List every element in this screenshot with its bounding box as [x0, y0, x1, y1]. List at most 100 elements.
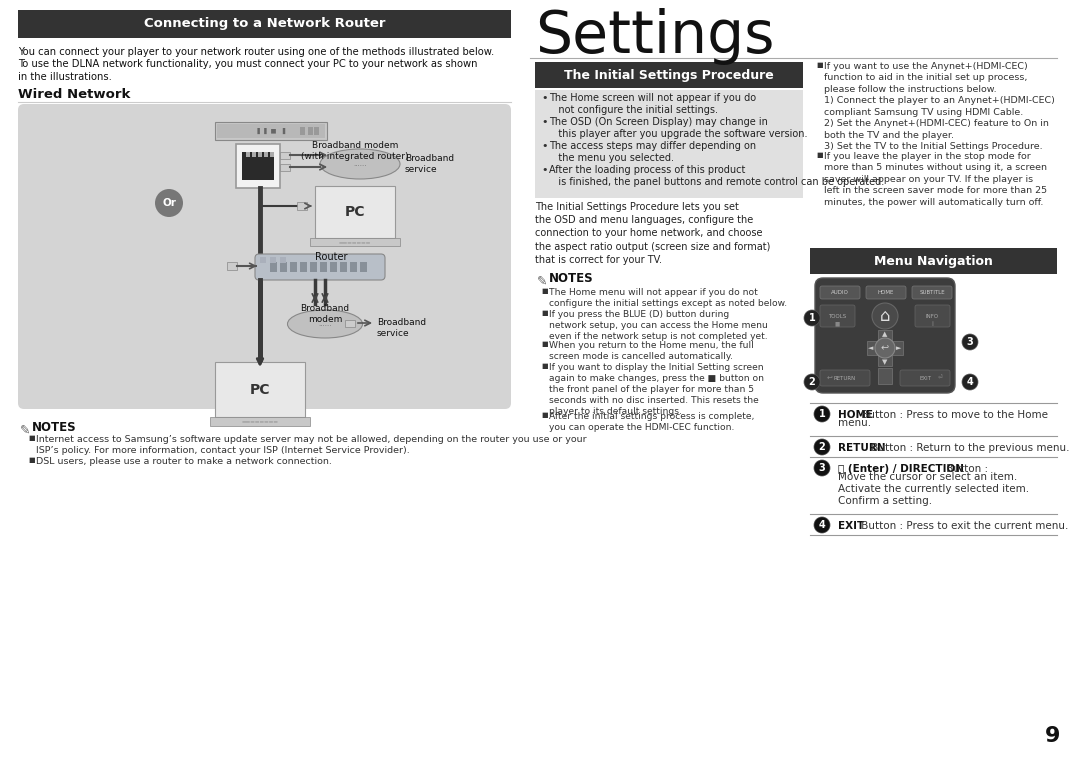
Text: If you want to use the Anynet+(HDMI-CEC)
function to aid in the initial set up p: If you want to use the Anynet+(HDMI-CEC)…: [824, 62, 1055, 151]
Text: The Home menu will not appear if you do not
configure the initial settings excep: The Home menu will not appear if you do …: [549, 288, 787, 308]
Bar: [810, 248, 1057, 274]
Text: •: •: [541, 165, 548, 175]
Text: ■: ■: [541, 363, 548, 369]
Text: NOTES: NOTES: [32, 421, 77, 434]
FancyBboxPatch shape: [820, 286, 860, 299]
Text: Button : Press to exit the current menu.: Button : Press to exit the current menu.: [858, 521, 1068, 531]
Circle shape: [814, 517, 831, 533]
Text: Broadband
service: Broadband service: [377, 318, 427, 338]
Bar: [291, 262, 297, 272]
Text: After the loading process of this product
   is finished, the panel buttons and : After the loading process of this produc…: [549, 165, 885, 187]
Text: The access steps may differ depending on
   the menu you selected.: The access steps may differ depending on…: [549, 141, 756, 163]
Bar: [340, 262, 347, 272]
Bar: [18, 10, 511, 38]
Text: ■: ■: [541, 310, 548, 316]
Bar: [300, 127, 305, 135]
Text: ■: ■: [28, 457, 35, 463]
Text: Wired Network: Wired Network: [18, 88, 131, 101]
Bar: [535, 62, 804, 88]
Text: AUDIO: AUDIO: [832, 289, 849, 295]
Bar: [330, 262, 337, 272]
Text: DSL users, please use a router to make a network connection.: DSL users, please use a router to make a…: [36, 457, 332, 466]
Text: ■: ■: [28, 435, 35, 441]
Text: RETURN: RETURN: [834, 375, 856, 380]
Text: 2: 2: [809, 377, 815, 387]
FancyBboxPatch shape: [820, 305, 855, 327]
Text: ......: ......: [353, 161, 367, 167]
Bar: [258, 152, 262, 157]
Bar: [264, 152, 268, 157]
Text: ■: ■: [835, 321, 839, 326]
Text: ↩: ↩: [881, 343, 889, 353]
Text: When you return to the Home menu, the full
screen mode is cancelled automaticall: When you return to the Home menu, the fu…: [549, 341, 754, 361]
Text: ▬▬▬▬▬▬▬▬: ▬▬▬▬▬▬▬▬: [242, 419, 279, 424]
Circle shape: [875, 338, 895, 358]
Text: The Initial Settings Procedure: The Initial Settings Procedure: [564, 68, 774, 81]
Text: Button : Return to the previous menu.: Button : Return to the previous menu.: [868, 443, 1069, 453]
Text: ■: ■: [816, 152, 823, 158]
Bar: [308, 127, 313, 135]
Bar: [315, 186, 395, 238]
Text: Router: Router: [315, 252, 348, 262]
Text: ■: ■: [541, 288, 548, 294]
Bar: [535, 90, 804, 198]
Ellipse shape: [287, 310, 363, 338]
Bar: [310, 262, 318, 272]
Bar: [270, 152, 274, 157]
Bar: [297, 202, 307, 210]
Bar: [210, 417, 310, 426]
Bar: [300, 262, 307, 272]
Text: 3: 3: [967, 337, 973, 347]
Bar: [270, 262, 276, 272]
Bar: [320, 262, 327, 272]
Text: ⓔ (Enter) / DIRECTION: ⓔ (Enter) / DIRECTION: [838, 464, 964, 474]
Bar: [242, 152, 274, 180]
Text: HOME: HOME: [838, 410, 873, 420]
Text: PC: PC: [249, 383, 270, 397]
Text: Or: Or: [162, 198, 176, 208]
Bar: [280, 164, 291, 171]
Text: Broadband
service: Broadband service: [405, 154, 454, 174]
Text: HOME: HOME: [878, 289, 894, 295]
Bar: [215, 122, 327, 140]
Text: ◄: ◄: [868, 345, 874, 351]
Bar: [217, 124, 325, 138]
Text: •: •: [541, 117, 548, 127]
Bar: [314, 127, 319, 135]
Bar: [350, 262, 357, 272]
Text: 1: 1: [809, 313, 815, 323]
Text: ▬▬▬▬▬▬▬: ▬▬▬▬▬▬▬: [339, 240, 372, 244]
Text: ■: ■: [816, 62, 823, 68]
Text: Settings: Settings: [535, 8, 774, 65]
Circle shape: [962, 334, 978, 350]
FancyBboxPatch shape: [915, 305, 950, 327]
Circle shape: [804, 374, 820, 390]
Text: menu.: menu.: [838, 418, 872, 428]
Text: ⏎: ⏎: [937, 375, 943, 380]
Text: ■: ■: [541, 412, 548, 418]
Text: The Home screen will not appear if you do
   not configure the initial settings.: The Home screen will not appear if you d…: [549, 93, 756, 115]
Circle shape: [156, 189, 183, 217]
Text: Button : Press to move to the Home: Button : Press to move to the Home: [858, 410, 1048, 420]
Text: ■: ■: [541, 341, 548, 347]
Text: If you press the BLUE (D) button during
network setup, you can access the Home m: If you press the BLUE (D) button during …: [549, 310, 768, 341]
Text: If you leave the player in the stop mode for
more than 5 minutes without using i: If you leave the player in the stop mode…: [824, 152, 1048, 207]
Text: ▐ ▐  ■  ▐: ▐ ▐ ■ ▐: [255, 128, 285, 134]
Text: ▼: ▼: [882, 359, 888, 365]
Text: 4: 4: [819, 520, 825, 530]
Bar: [215, 362, 305, 417]
FancyBboxPatch shape: [815, 278, 955, 393]
Text: Connecting to a Network Router: Connecting to a Network Router: [144, 18, 386, 30]
Circle shape: [872, 303, 897, 329]
Bar: [867, 341, 903, 355]
Bar: [280, 152, 291, 159]
Text: Internet access to Samsung’s software update server may not be allowed, dependin: Internet access to Samsung’s software up…: [36, 435, 586, 455]
FancyBboxPatch shape: [18, 104, 511, 409]
Text: ►: ►: [896, 345, 902, 351]
Text: EXIT: EXIT: [919, 375, 931, 380]
FancyBboxPatch shape: [866, 286, 906, 299]
Bar: [227, 262, 237, 270]
Text: SUBTITLE: SUBTITLE: [919, 289, 945, 295]
Text: ......: ......: [319, 321, 332, 327]
Text: 9: 9: [1044, 726, 1059, 746]
